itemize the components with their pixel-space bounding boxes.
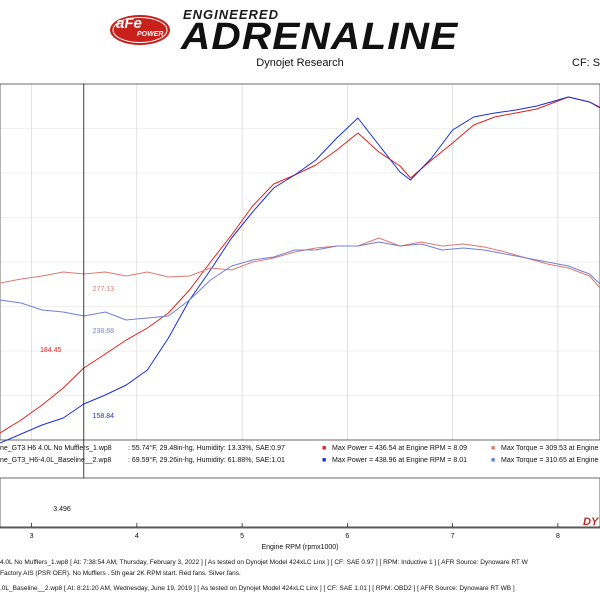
run2-max-torque: Max Torque = 310.65 at Engine (501, 457, 599, 464)
chart-grid (0, 84, 600, 440)
footer-line-3: .0L_Baseline__2.wp8 [ At: 8:21:20 AM, We… (0, 585, 515, 592)
data-label-layer: 277.13 238.68 184.45 158.84 (40, 286, 114, 420)
run2-name: ne_GT3_H6-4.0L_Baseline__2.wp8 (0, 457, 112, 464)
series-run1_torque (0, 237, 600, 289)
run1-max-torque: Max Torque = 309.53 at Engine (501, 445, 599, 452)
axis-panel (0, 477, 600, 529)
data-label-2: 184.45 (40, 347, 62, 354)
data-label-1: 238.68 (93, 328, 115, 335)
tick-label-4: 4 (135, 533, 139, 540)
run2-conditions: : 69.59°F, 29.26in-hg, Humidity: 61.88%,… (128, 457, 285, 464)
run2-power-swatch: ■ (322, 457, 327, 464)
run2-torque-swatch: ■ (491, 457, 496, 464)
run1-conditions: : 55.74°F, 29.48in-hg, Humidity: 13.33%,… (128, 445, 285, 452)
tick-label-6: 6 (345, 533, 349, 540)
series-run1_power (0, 96, 600, 434)
tick-label-5: 5 (240, 533, 244, 540)
series-layer (0, 96, 600, 444)
run1-name: ne_GT3 H6 4.0L No Mufflers_1.wp8 (0, 445, 112, 452)
data-label-3: 158.84 (93, 413, 115, 420)
x-axis-title: Engine RPM (rpmx1000) (261, 544, 339, 551)
x-axis-ticks: 3 4 5 6 7 8 (0, 523, 600, 540)
chart-subtitle: Dynojet Research (256, 57, 344, 69)
dynojet-mark: DY (583, 516, 599, 528)
cursor-value: 3.496 (53, 506, 71, 513)
afe-power-logo (110, 15, 170, 45)
brand-engineered-text: ENGINEERED (183, 7, 279, 22)
cf-label: CF: S (572, 57, 600, 69)
data-label-0: 277.13 (93, 286, 115, 293)
footer-line-2: Factory AIS (PSR OER). No Mufflers . 5th… (0, 570, 241, 577)
run1-power-swatch: ■ (322, 445, 327, 452)
afe-logo-text: aFe (116, 15, 142, 32)
tick-label-3: 3 (30, 533, 34, 540)
series-run2_torque (0, 241, 600, 321)
series-run2_power (0, 96, 600, 444)
tick-label-7: 7 (451, 533, 455, 540)
footer-line-1: 4.0L No Mufflers_1.wp8 [ At: 7:38:54 AM,… (0, 559, 528, 566)
run1-max-power: Max Power = 436.54 at Engine RPM = 8.09 (332, 445, 468, 452)
run1-torque-swatch: ■ (491, 445, 496, 452)
brand-adrenaline-text: ADRENALINE (181, 16, 459, 58)
tick-label-8: 8 (556, 533, 560, 540)
afe-logo-subtext: POWER (137, 31, 164, 38)
run-info-row-1: ne_GT3 H6 4.0L No Mufflers_1.wp8 : 55.74… (0, 444, 600, 454)
run2-max-power: Max Power = 438.96 at Engine RPM = 8.01 (332, 457, 468, 464)
run-info-row-2: ne_GT3_H6-4.0L_Baseline__2.wp8 : 69.59°F… (0, 456, 600, 466)
plot-frame (0, 83, 600, 441)
